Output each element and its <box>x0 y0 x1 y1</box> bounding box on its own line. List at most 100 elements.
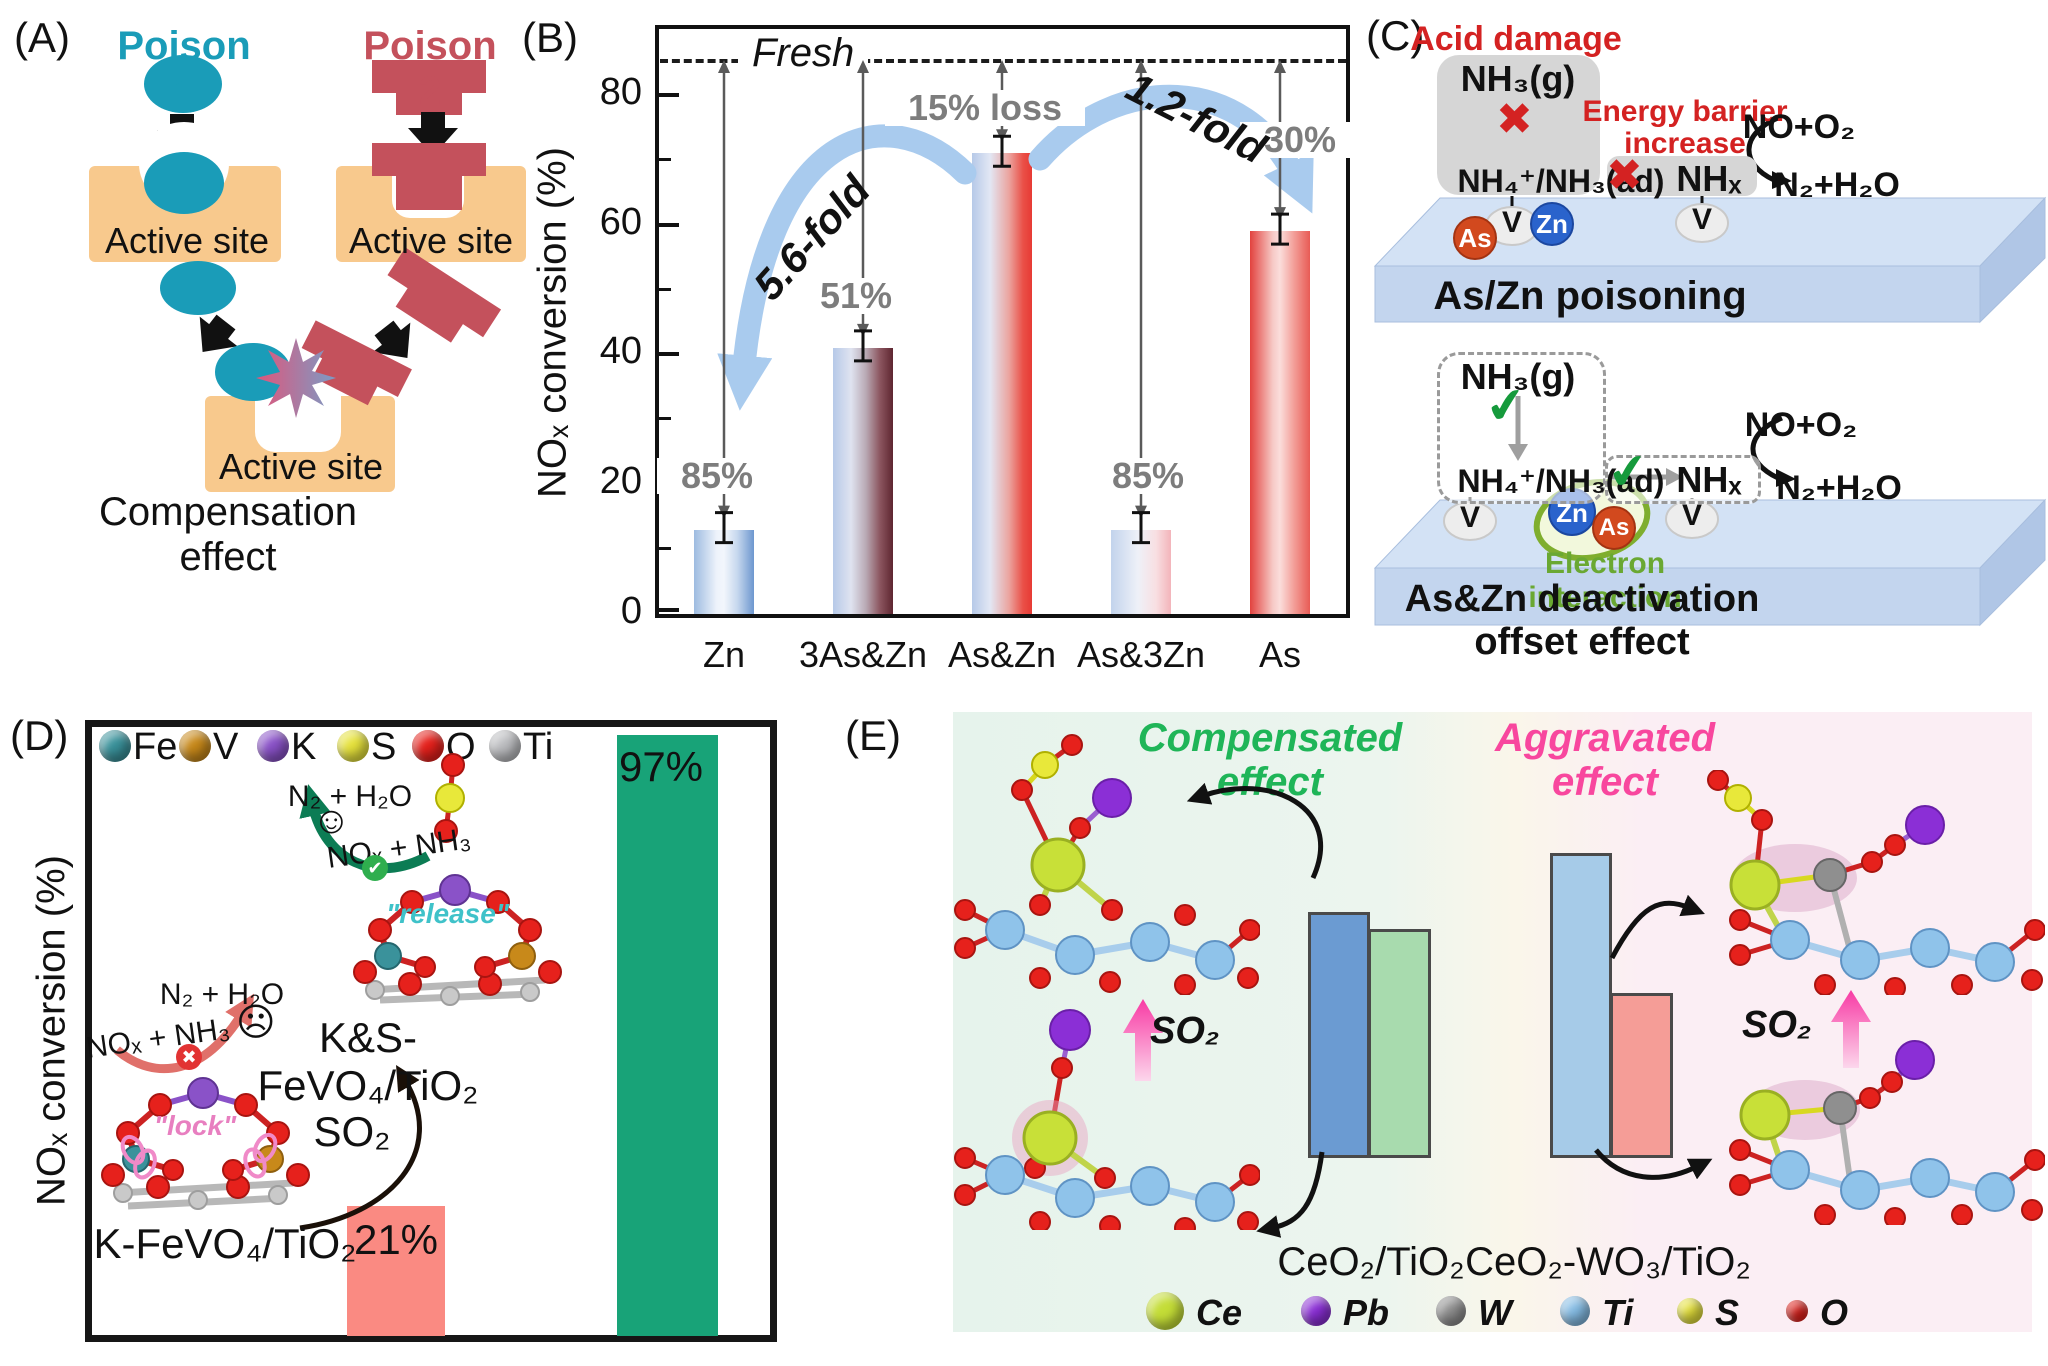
poison2-label: Poison 2 <box>363 24 497 113</box>
panel-d-ylabel: NOₓ conversion (%) <box>29 855 74 1206</box>
energy-barrier-label: Energy barrier increase <box>1582 95 1788 161</box>
panel-a-label: (A) <box>14 14 70 61</box>
k-fevo4-cluster-graphic <box>101 1077 310 1210</box>
nh4-adsorbed-label: NH₄⁺/NH₃(ad) <box>1457 463 1665 499</box>
bar-to-molecule-arrow-icon <box>1186 782 1323 880</box>
acid-box-offset <box>1437 352 1606 504</box>
ti-atom-icon <box>1840 940 1880 980</box>
pb-atom-icon <box>1905 805 1945 845</box>
poison1-label: Poison 1 <box>117 24 251 113</box>
as-atom-icon <box>1453 216 1497 260</box>
v-legend-ball-icon <box>179 730 211 762</box>
vanadium-site-label: V <box>1459 501 1480 534</box>
vacancy-mound-icon <box>1675 203 1729 243</box>
release-label: "release" <box>386 898 510 929</box>
y-minor-tick <box>659 417 671 420</box>
fresh-label: Fresh <box>738 31 869 76</box>
ti-atom-icon <box>1055 1178 1095 1218</box>
slab2-title: As&Zn deactivation offset effect <box>1404 578 1760 663</box>
ce-atom-icon <box>1022 1110 1078 1166</box>
x-label-aszn: As&Zn <box>947 634 1057 675</box>
ti-legend-ball-icon <box>1560 1296 1590 1326</box>
y-tick <box>659 223 679 227</box>
as-atom-label: As <box>1458 223 1492 253</box>
s-legend-ball-icon <box>1677 1298 1703 1324</box>
ce-atom-icon <box>1729 859 1781 911</box>
bar-ceo2-tio2-so2 <box>1368 929 1431 1158</box>
bar-ceo2-tio2-fresh <box>1308 912 1370 1158</box>
panel-a-caption: Compensation effect <box>99 490 357 579</box>
nh3-gas-label: NH₃(g) <box>1460 58 1576 99</box>
as-atom-label: As <box>1598 514 1630 541</box>
ti-legend-label: Ti <box>523 726 554 768</box>
no-o2-label: NO+O₂ <box>1744 406 1858 444</box>
y-tick <box>659 352 679 356</box>
happy-face-icon: ☺ <box>312 800 351 842</box>
compensated-effect-label: Compensated effect <box>1137 716 1403 804</box>
so2-molecule-icon <box>434 753 465 843</box>
ti-atom-icon <box>1840 1170 1880 1210</box>
k-legend-ball-icon <box>257 730 289 762</box>
bar-ceo2-wo3-fresh <box>1550 853 1612 1158</box>
annotation-drop-as3zn: 85% <box>1088 458 1208 494</box>
s-legend-label: S <box>1715 1292 1740 1333</box>
so2-up-arrow-icon <box>1831 990 1871 1068</box>
y-tick-label: 60 <box>599 201 642 243</box>
acid-damage-label: Acid damage <box>1410 20 1622 58</box>
zn-atom-icon <box>1530 202 1574 246</box>
nh4-adsorbed-label: NH₄⁺/NH₃(ad) <box>1457 163 1665 199</box>
poison2-plug-icon <box>372 60 486 115</box>
zn-atom-label: Zn <box>1536 209 1568 239</box>
bar-value-97: 97% <box>618 743 704 790</box>
ti-legend-ball-icon <box>489 730 521 762</box>
panel-b-plot-frame <box>655 25 1350 618</box>
ceo2-tio2-pb-poisoned-cluster-graphic <box>954 1009 1260 1230</box>
ti-atom-icon <box>1195 1182 1235 1222</box>
lock-chain-icon <box>133 1148 157 1180</box>
so2-label-left: SO₂ <box>1150 1010 1220 1052</box>
poison-schematic-graphic <box>89 55 526 492</box>
panel-d-label: (D) <box>10 712 69 759</box>
fe-atom-icon <box>374 942 402 970</box>
ks-fevo4-category-label: K&S-FeVO₄/TiO₂ <box>257 1014 479 1109</box>
bar-to-molecule-arrow-icon <box>1609 894 1705 960</box>
x-label-zn: Zn <box>702 634 745 675</box>
no-o2-label: NO+O₂ <box>1742 108 1856 146</box>
panel-b-label: (B) <box>522 14 578 61</box>
annotation-loss: 15% loss <box>885 90 1085 126</box>
y-minor-tick <box>659 158 671 161</box>
vanadium-site-label: V <box>1501 206 1522 239</box>
o-legend-ball-icon <box>412 730 444 762</box>
ceo2-wo3-tio2-label: CeO₂-WO₃/TiO₂ <box>1465 1240 1751 1284</box>
s-atom-icon <box>1031 751 1059 779</box>
y-tick-label: 0 <box>620 590 642 632</box>
arrow-down-icon <box>408 112 458 156</box>
so2-label-right: SO₂ <box>1742 1004 1812 1046</box>
lock-chain-icon <box>120 1134 146 1166</box>
poison2-colliding-icon <box>301 320 412 406</box>
x-label-as: As <box>1258 634 1301 675</box>
fe-legend-ball-icon <box>99 730 131 762</box>
annotation-drop-3aszn: 51% <box>796 278 916 314</box>
active-site-label-2: Active site <box>348 220 514 261</box>
k-atom-icon <box>187 1077 219 1109</box>
nh3-gas-label: NH₃(g) <box>1460 356 1576 397</box>
ks-fevo4-cluster-graphic <box>353 874 562 1006</box>
ti-atom-icon <box>1975 1172 2015 1212</box>
annotation-drop-as: 30% <box>1240 122 1360 158</box>
aggravated-effect-label: Aggravated effect <box>1494 716 1716 804</box>
sad-face-icon: ☹ <box>236 1002 276 1044</box>
x-label-as3zn: As&3Zn <box>1076 634 1206 675</box>
ti-atom-icon <box>1130 922 1170 962</box>
poison1-circle-icon <box>160 261 236 315</box>
collision-starburst-icon <box>256 338 336 418</box>
poison2-plug-tilted-icon <box>387 247 502 343</box>
ti-legend-label: Ti <box>1602 1292 1634 1333</box>
v-atom-icon <box>508 942 536 970</box>
ti-atom-icon <box>985 910 1025 950</box>
nhx-label: NHₓ <box>1676 459 1742 500</box>
successful-reaction-arrow-icon <box>299 784 431 874</box>
ti-atom-icon <box>1975 942 2015 982</box>
n2-h2o-label-right: N₂ + H₂O <box>287 780 413 813</box>
y-tick <box>659 93 679 97</box>
